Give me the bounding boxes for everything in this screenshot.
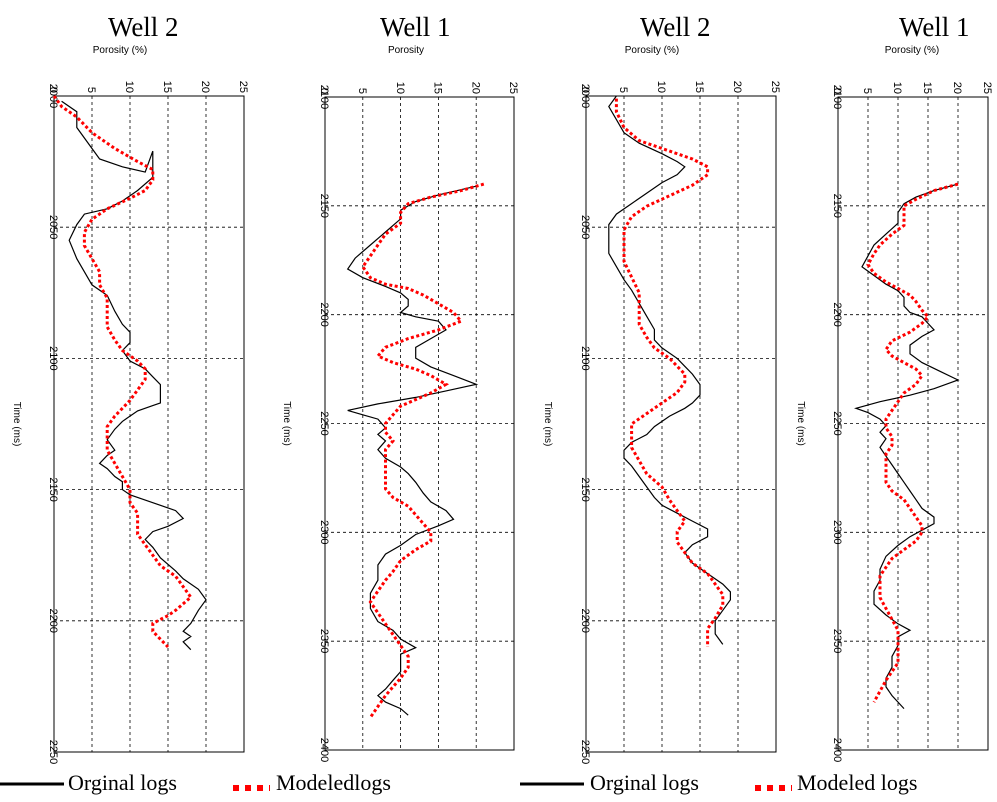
y-tick-label: 2350 [318,629,330,653]
panel-title: Well 1 [380,12,451,42]
x-tick-label: 25 [237,81,249,93]
x-tick-label: 20 [731,81,743,93]
y-tick-label: 2100 [47,346,59,370]
legend-1: Orginal logs Modeledlogs [0,770,391,795]
legend-label-original: Orginal logs [68,770,177,795]
x-tick-label: 5 [356,88,368,94]
y-tick-label: 2100 [579,346,591,370]
x-tick-label: 0 [47,87,59,93]
x-axis-title: Porosity (%) [93,45,147,56]
y-tick-label: 2250 [579,740,591,764]
y-axis-title: Time (ms) [795,401,806,446]
plot-frame [585,95,777,753]
series-line-modeled [614,98,725,647]
x-tick-label: 10 [394,82,406,94]
chart-panel-4: Well 1 Porosity (%) 0 5 10 15 20 25 2100 2150 2200… [795,12,993,762]
x-tick-label: 0 [579,87,591,93]
y-tick-label: 2250 [318,411,330,435]
x-axis-title: Porosity [388,45,424,56]
y-tick-label: 2350 [831,629,843,653]
legend-label-original: Orginal logs [590,770,699,795]
x-tick-label: 15 [161,81,173,93]
y-tick-label: 2300 [318,520,330,544]
panel-title: Well 2 [640,12,711,42]
y-axis-title: Time (ms) [542,402,553,447]
series-line-original [608,95,731,645]
chart-panel-2: Well 1 Porosity 0 5 10 15 20 25 2100 2150 2200 2250… [281,12,519,762]
series-line-modeled [360,182,485,719]
x-tick-label: 5 [861,88,873,94]
x-tick-label: 15 [693,81,705,93]
x-tick-label: 10 [123,81,135,93]
x-tick-label: 20 [469,82,481,94]
legend-label-modeled: Modeled logs [797,770,917,795]
series-line-modeled [866,182,959,703]
plot-frame [837,96,989,751]
y-axis-title: Time (ms) [281,401,292,446]
y-tick-label: 2050 [579,215,591,239]
y-tick-label: 2050 [47,215,59,239]
panel-title: Well 1 [899,12,970,42]
chart-panel-3: Well 2 Porosity (%) 0 5 10 15 20 25 2000 2050 2100… [542,12,781,764]
x-tick-label: 25 [769,81,781,93]
y-tick-label: 2150 [47,477,59,501]
x-axis-title: Porosity (%) [885,45,939,56]
y-tick-label: 2200 [579,609,591,633]
x-tick-label: 15 [432,82,444,94]
legend-2: Orginal logs Modeled logs [520,770,917,795]
y-tick-label: 2100 [831,85,843,109]
series-line-original [854,183,960,710]
chart-panel-1: Well 2 Porosity (%) 0 5 10 15 20 25 2000 2050 2100… [11,12,249,764]
y-tick-label: 2250 [831,411,843,435]
x-tick-label: 20 [951,82,963,94]
y-tick-label: 2150 [579,477,591,501]
series-line-original [346,185,479,716]
y-tick-label: 2400 [318,738,330,762]
y-tick-label: 2400 [831,738,843,762]
y-tick-label: 2200 [318,302,330,326]
y-tick-label: 2200 [47,609,59,633]
x-tick-label: 5 [617,87,629,93]
y-tick-label: 2000 [579,84,591,108]
series-line-original [61,100,207,651]
y-tick-label: 2150 [318,194,330,218]
panel-title: Well 2 [108,12,179,42]
x-tick-label: 0 [318,88,330,94]
x-tick-label: 10 [655,81,667,93]
y-tick-label: 2100 [318,85,330,109]
x-axis-title: Porosity (%) [625,45,679,56]
series-line-modeled [52,95,193,649]
x-tick-label: 25 [981,82,993,94]
y-tick-label: 2000 [47,84,59,108]
y-tick-label: 2200 [831,302,843,326]
legend-label-modeled: Modeledlogs [276,770,391,795]
plot-frame [53,95,245,753]
x-tick-label: 15 [921,82,933,94]
x-tick-label: 10 [891,82,903,94]
plot-frame [324,96,515,751]
y-tick-label: 2300 [831,520,843,544]
y-tick-label: 2250 [47,740,59,764]
y-axis-title: Time (ms) [11,402,22,447]
x-tick-label: 20 [199,81,211,93]
y-tick-label: 2150 [831,194,843,218]
x-tick-label: 25 [507,82,519,94]
x-tick-label: 0 [831,88,843,94]
x-tick-label: 5 [85,87,97,93]
